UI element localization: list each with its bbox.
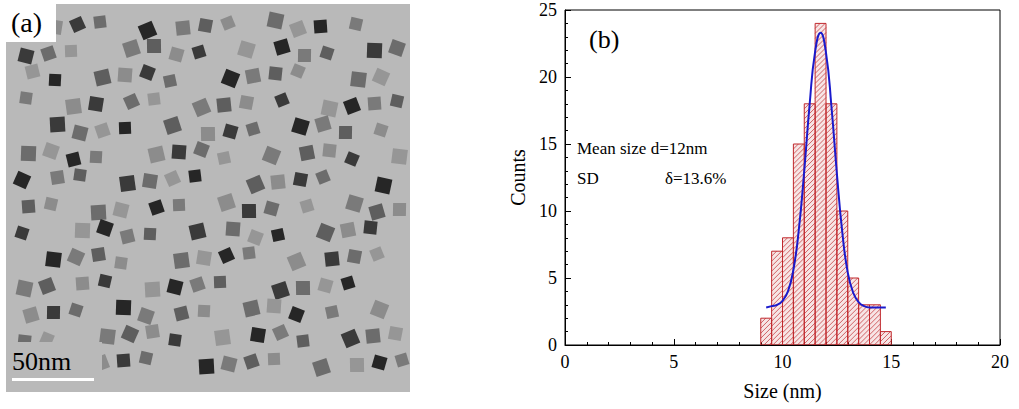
svg-text:20: 20 [991,352,1009,372]
svg-text:Counts: Counts [507,149,529,206]
svg-text:(b): (b) [589,25,619,54]
svg-text:25: 25 [539,0,557,20]
svg-text:(a): (a) [11,7,42,38]
svg-text:5: 5 [669,352,678,372]
svg-text:10: 10 [774,352,792,372]
svg-text:5: 5 [548,268,557,288]
svg-text:10: 10 [539,201,557,221]
svg-text:Size (nm): Size (nm) [743,380,821,403]
svg-text:50nm: 50nm [12,347,71,376]
svg-text:15: 15 [882,352,900,372]
svg-text:δ=13.6%: δ=13.6% [665,169,727,188]
svg-text:SD: SD [577,169,599,188]
svg-text:20: 20 [539,67,557,87]
svg-text:15: 15 [539,134,557,154]
svg-text:0: 0 [548,335,557,355]
svg-text:0: 0 [561,352,570,372]
svg-text:Mean size d=12nm: Mean size d=12nm [577,139,707,158]
